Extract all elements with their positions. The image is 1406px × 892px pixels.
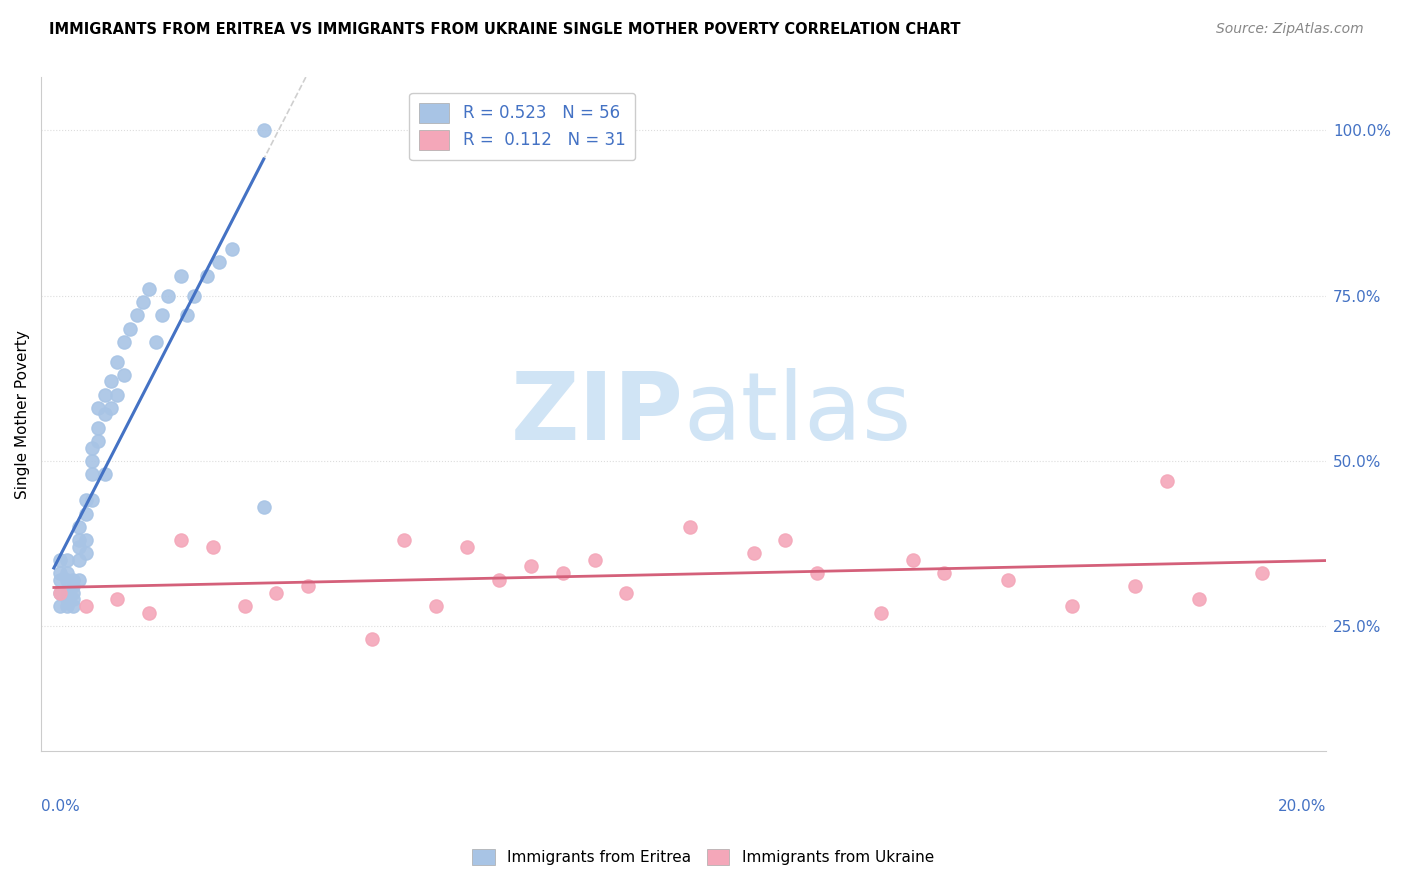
Point: [49, 566, 72, 580]
Point: [997, 573, 1019, 587]
Point: [170, 533, 193, 547]
Point: [100, 401, 122, 415]
Point: [201, 540, 224, 554]
Point: [742, 546, 765, 560]
Point: [297, 579, 319, 593]
Point: [1251, 566, 1274, 580]
Point: [901, 553, 924, 567]
Point: [1123, 579, 1146, 593]
Point: [253, 500, 276, 514]
Point: [869, 606, 891, 620]
Point: [62, 573, 84, 587]
Point: [456, 540, 478, 554]
Point: [145, 334, 167, 349]
Point: [170, 268, 193, 283]
Point: [75, 493, 97, 508]
Point: [100, 375, 122, 389]
Point: [361, 632, 384, 647]
Point: [49, 599, 72, 613]
Point: [150, 309, 173, 323]
Point: [55, 599, 77, 613]
Point: [80, 454, 103, 468]
Point: [55, 566, 77, 580]
Point: [49, 573, 72, 587]
Point: [107, 354, 129, 368]
Point: [75, 533, 97, 547]
Point: [183, 288, 205, 302]
Point: [62, 592, 84, 607]
Text: Source: ZipAtlas.com: Source: ZipAtlas.com: [1216, 22, 1364, 37]
Point: [67, 520, 90, 534]
Text: IMMIGRANTS FROM ERITREA VS IMMIGRANTS FROM UKRAINE SINGLE MOTHER POVERTY CORRELA: IMMIGRANTS FROM ERITREA VS IMMIGRANTS FR…: [49, 22, 960, 37]
Point: [132, 295, 155, 310]
Point: [392, 533, 415, 547]
Point: [112, 334, 135, 349]
Point: [138, 282, 160, 296]
Point: [67, 533, 90, 547]
Point: [253, 123, 276, 137]
Point: [93, 467, 115, 481]
Point: [233, 599, 256, 613]
Text: 20.0%: 20.0%: [1278, 798, 1326, 814]
Point: [62, 579, 84, 593]
Point: [488, 573, 510, 587]
Point: [75, 546, 97, 560]
Point: [679, 520, 702, 534]
Text: atlas: atlas: [683, 368, 912, 460]
Point: [614, 586, 637, 600]
Point: [520, 559, 543, 574]
Point: [62, 586, 84, 600]
Point: [583, 553, 606, 567]
Point: [112, 368, 135, 382]
Point: [551, 566, 574, 580]
Legend: Immigrants from Eritrea, Immigrants from Ukraine: Immigrants from Eritrea, Immigrants from…: [465, 843, 941, 871]
Point: [93, 387, 115, 401]
Point: [107, 592, 129, 607]
Legend: R = 0.523   N = 56, R =  0.112   N = 31: R = 0.523 N = 56, R = 0.112 N = 31: [409, 93, 636, 160]
Point: [806, 566, 828, 580]
Point: [75, 599, 97, 613]
Point: [1060, 599, 1083, 613]
Point: [93, 408, 115, 422]
Point: [62, 599, 84, 613]
Point: [120, 321, 142, 335]
Point: [775, 533, 797, 547]
Text: 0.0%: 0.0%: [41, 798, 80, 814]
Point: [49, 553, 72, 567]
Text: ZIP: ZIP: [510, 368, 683, 460]
Point: [55, 573, 77, 587]
Point: [1156, 474, 1178, 488]
Point: [425, 599, 447, 613]
Point: [87, 434, 110, 448]
Point: [80, 467, 103, 481]
Y-axis label: Single Mother Poverty: Single Mother Poverty: [15, 330, 30, 499]
Point: [67, 573, 90, 587]
Point: [1188, 592, 1211, 607]
Point: [80, 493, 103, 508]
Point: [195, 268, 218, 283]
Point: [934, 566, 956, 580]
Point: [266, 586, 288, 600]
Point: [49, 586, 72, 600]
Point: [67, 553, 90, 567]
Point: [138, 606, 160, 620]
Point: [55, 586, 77, 600]
Point: [55, 553, 77, 567]
Point: [221, 242, 243, 256]
Point: [157, 288, 180, 302]
Point: [55, 592, 77, 607]
Point: [107, 387, 129, 401]
Point: [49, 586, 72, 600]
Point: [176, 309, 198, 323]
Point: [67, 540, 90, 554]
Point: [75, 507, 97, 521]
Point: [208, 255, 231, 269]
Point: [87, 420, 110, 434]
Point: [125, 309, 148, 323]
Point: [87, 401, 110, 415]
Point: [80, 441, 103, 455]
